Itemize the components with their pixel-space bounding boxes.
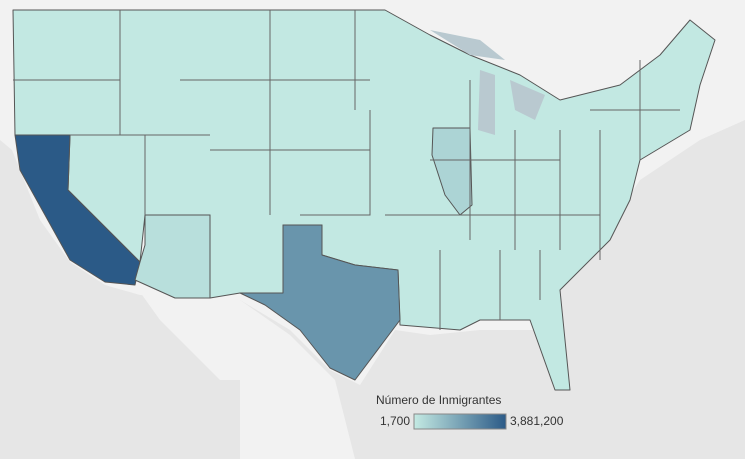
mexico: [140, 292, 355, 459]
lakes: [430, 30, 545, 135]
region: [239, 224, 401, 381]
legend-scale: [413, 413, 507, 430]
ocean: [0, 380, 240, 459]
region: [14, 134, 141, 286]
state-borders: [13, 10, 680, 330]
legend-max: 3,881,200: [510, 414, 564, 428]
legend-title: Número de Inmigrantes: [376, 393, 501, 407]
region: [134, 214, 211, 299]
legend-min: 1,700: [380, 414, 410, 428]
